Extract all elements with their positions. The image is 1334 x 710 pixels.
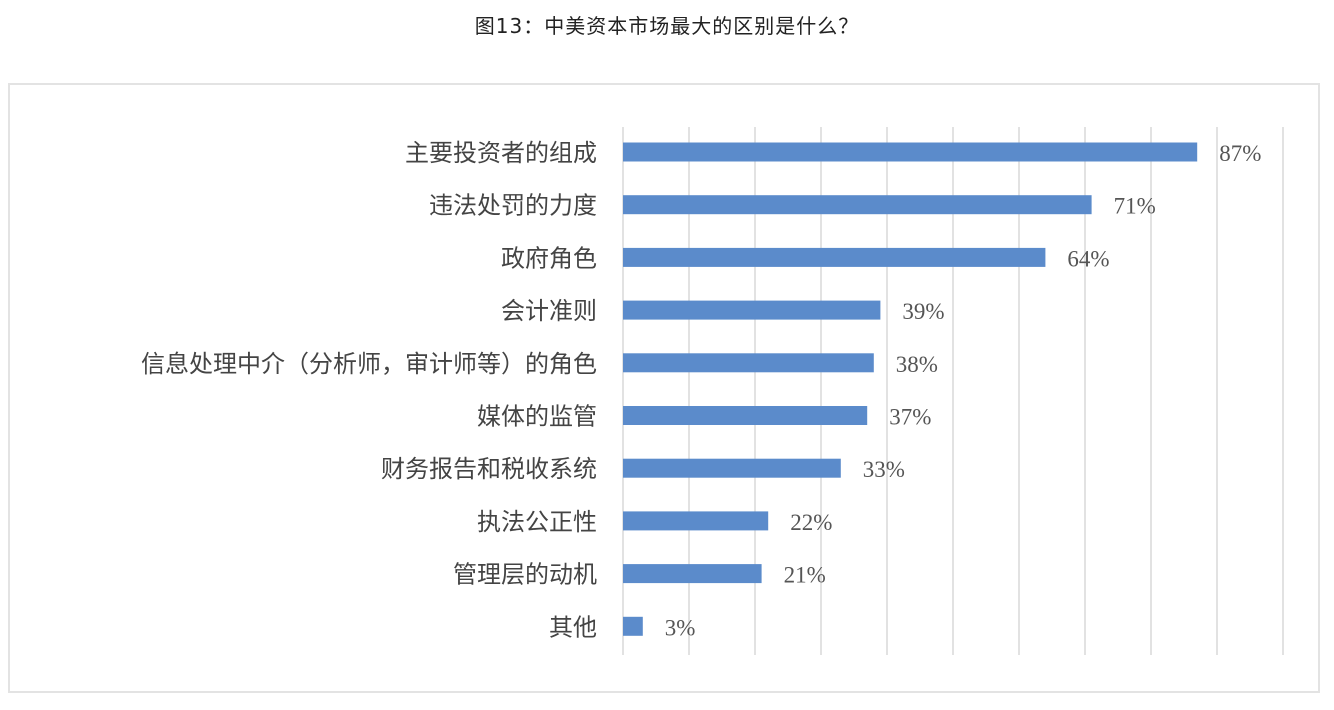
data-label: 37%: [889, 405, 931, 430]
bar: [623, 458, 841, 478]
bar: [623, 406, 868, 425]
data-label: 87%: [1219, 141, 1261, 166]
bar: [623, 247, 1046, 267]
category-label: 管理层的动机: [453, 561, 597, 589]
data-label: 39%: [902, 299, 944, 324]
category-label: 媒体的监管: [477, 403, 597, 431]
category-label: 违法处罚的力度: [429, 192, 597, 220]
category-label: 信息处理中介（分析师，审计师等）的角色: [141, 350, 597, 378]
bar: [623, 616, 643, 636]
data-label: 22%: [790, 510, 832, 535]
chart-frame: [8, 83, 1320, 693]
category-label: 其他: [549, 613, 597, 641]
data-label: 33%: [863, 457, 905, 482]
category-label: 财务报告和税收系统: [381, 455, 597, 483]
data-label: 21%: [784, 563, 826, 588]
bar: [623, 142, 1198, 162]
bar: [623, 564, 762, 584]
data-label: 38%: [896, 352, 938, 377]
bar: [623, 300, 881, 320]
category-label: 主要投资者的组成: [405, 139, 597, 167]
chart-title: 图13：中美资本市场最大的区别是什么？: [474, 14, 860, 38]
category-label: 执法公正性: [477, 508, 597, 536]
bar: [623, 353, 874, 373]
data-label: 71%: [1114, 194, 1156, 219]
category-label: 政府角色: [501, 244, 597, 272]
data-label: 3%: [665, 615, 696, 640]
bar: [623, 511, 769, 531]
data-label: 64%: [1067, 246, 1109, 271]
bar: [623, 195, 1092, 215]
category-label: 会计准则: [501, 297, 597, 325]
